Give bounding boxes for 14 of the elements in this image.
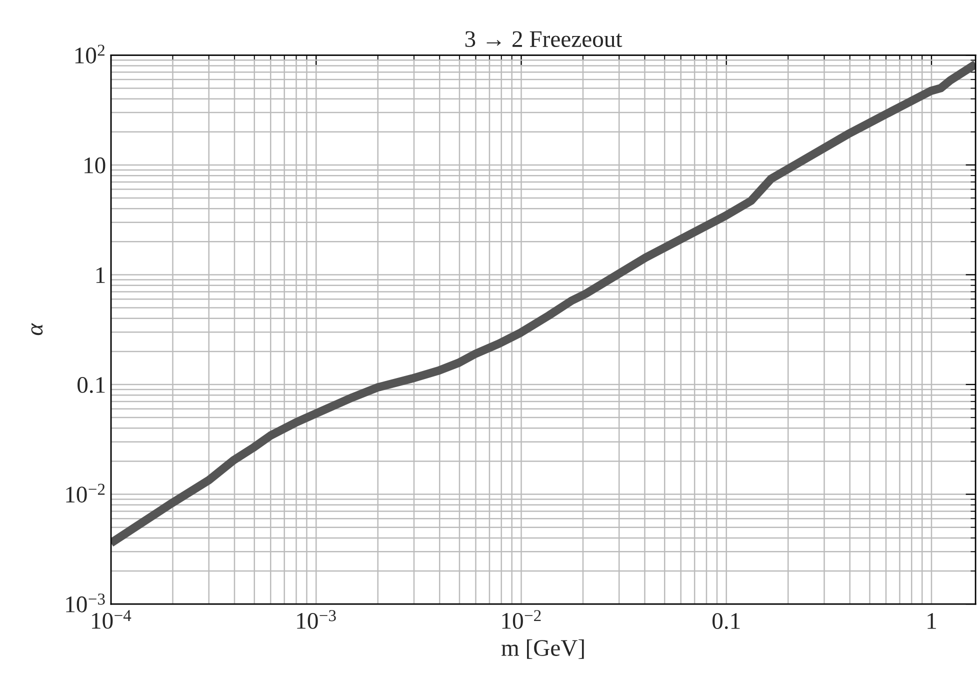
x-axis-title: m [GeV] bbox=[501, 639, 584, 659]
y-tick-label: 0.1 bbox=[78, 376, 105, 394]
x-tick-label: 10$^{−4}$ bbox=[92, 610, 132, 629]
x-tick-label: 10$^{−3}$ bbox=[297, 610, 336, 629]
x-tick-label: 10$^{−2}$ bbox=[502, 610, 541, 629]
y-axis-title: α bbox=[31, 323, 43, 336]
y-tick-label: 10 bbox=[84, 157, 106, 174]
y-tick-label: 1 bbox=[96, 267, 105, 283]
x-tick-label: 1 bbox=[928, 613, 936, 629]
y-tick-label: 10$^{−2}$ bbox=[66, 484, 105, 503]
chart-title: 3 → 2 Freezeout bbox=[465, 31, 622, 48]
y-tick-label: 10$^{2}$ bbox=[75, 44, 104, 64]
x-tick-label: 0.1 bbox=[712, 613, 740, 630]
y-tick-label: 10$^{−3}$ bbox=[66, 594, 105, 612]
